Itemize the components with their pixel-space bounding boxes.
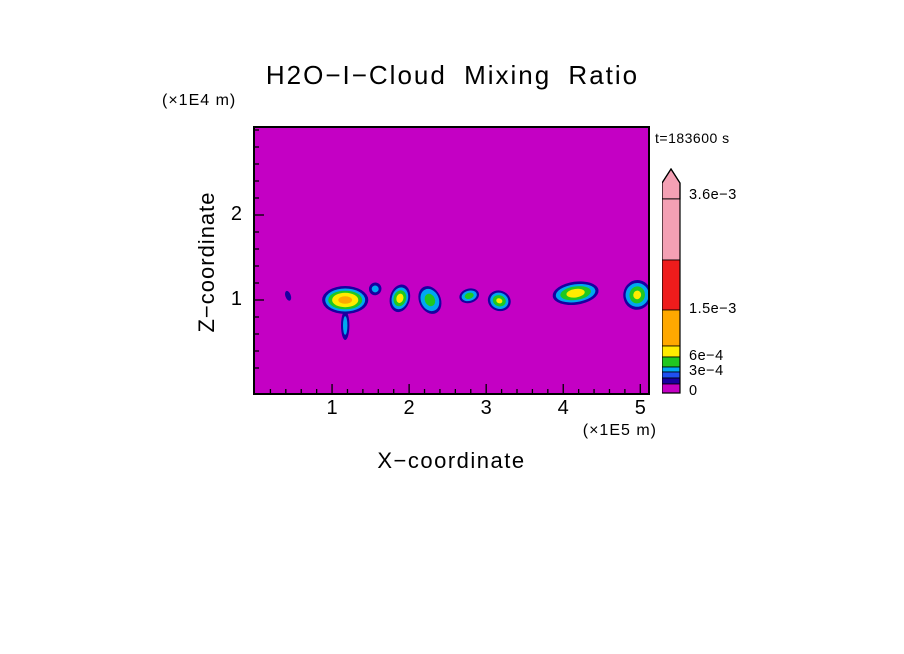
colorbar-value-label: 1.5e−3 [689, 301, 737, 317]
colorbar-value-label: 3e−4 [689, 363, 724, 379]
colorbar-segment [662, 259, 681, 311]
x-tick-label: 3 [480, 397, 492, 419]
y-tick-label: 2 [230, 203, 242, 225]
x-tick-label: 5 [634, 397, 646, 419]
colorbar-arrow [662, 168, 681, 200]
y-axis-title: Z−coordinate [194, 191, 219, 333]
cloud-feature-layer [496, 298, 503, 304]
colorbar-segment [662, 383, 681, 394]
colorbar-segment [662, 356, 681, 368]
x-axis-title: X−coordinate [377, 448, 526, 473]
plot-area [253, 126, 650, 395]
y-tick-label: 1 [230, 288, 242, 310]
cloud-feature-layer [338, 296, 353, 304]
colorbar: 3.6e−3 1.5e−3 6e−4 3e−4 0 [662, 168, 777, 400]
colorbar-segment [662, 371, 681, 379]
x-axis-units-label: (×1E5 m) [582, 422, 657, 439]
cloud-feature-layer [343, 316, 348, 335]
cloud-feature-layer [464, 292, 474, 299]
cloud-feature-layer [371, 285, 379, 293]
x-tick-label: 1 [326, 397, 338, 419]
cloud-feature-layer [396, 293, 404, 303]
cloud-feature-layer [566, 288, 585, 298]
colorbar-value-label: 0 [689, 383, 698, 399]
colorbar-value-label: 3.6e−3 [689, 187, 737, 203]
cloud-feature-layer [424, 293, 436, 307]
colorbar-value-label: 6e−4 [689, 348, 724, 364]
colorbar-segment [662, 366, 681, 373]
colorbar-segment [662, 345, 681, 358]
contour-field [255, 129, 648, 393]
colorbar-outline [662, 168, 681, 394]
colorbar-scale [662, 168, 681, 394]
time-stamp-label: t=183600 s [655, 130, 730, 146]
x-tick-label: 2 [403, 397, 415, 419]
y-axis-units-label: (×1E4 m) [162, 92, 237, 109]
colorbar-segment [662, 198, 681, 261]
cloud-feature-layer [285, 290, 292, 301]
colorbar-segment [662, 377, 681, 385]
colorbar-segment [662, 309, 681, 347]
cloud-feature-layer [633, 290, 642, 300]
x-tick-label: 4 [557, 397, 569, 419]
chart-title: H2O−I−Cloud Mixing Ratio [265, 60, 640, 90]
